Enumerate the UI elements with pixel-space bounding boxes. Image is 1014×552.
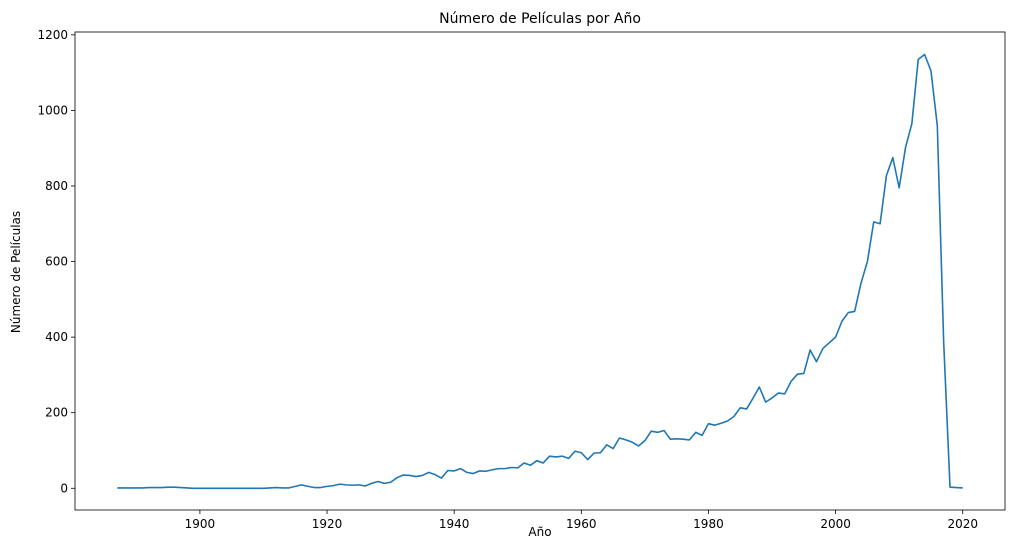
x-tick-label: 1960 (566, 517, 597, 531)
y-tick-label: 1200 (37, 28, 68, 42)
x-tick-label: 1900 (185, 517, 216, 531)
y-tick-label: 1000 (37, 103, 68, 117)
y-tick-label: 600 (45, 255, 68, 269)
chart-title: Número de Películas por Año (439, 11, 641, 27)
x-axis-label: Año (528, 525, 551, 539)
x-tick-label: 2020 (947, 517, 978, 531)
y-tick-label: 200 (45, 406, 68, 420)
x-tick-label: 1920 (312, 517, 343, 531)
x-tick-label: 1940 (439, 517, 470, 531)
y-tick-label: 800 (45, 179, 68, 193)
plot-frame (74, 31, 1006, 511)
y-tick-label: 0 (60, 481, 68, 495)
x-tick-label: 2000 (820, 517, 851, 531)
x-tick-label: 1980 (693, 517, 724, 531)
data-line (117, 53, 963, 490)
y-axis-label: Número de Películas (9, 211, 23, 333)
y-tick-label: 400 (45, 330, 68, 344)
